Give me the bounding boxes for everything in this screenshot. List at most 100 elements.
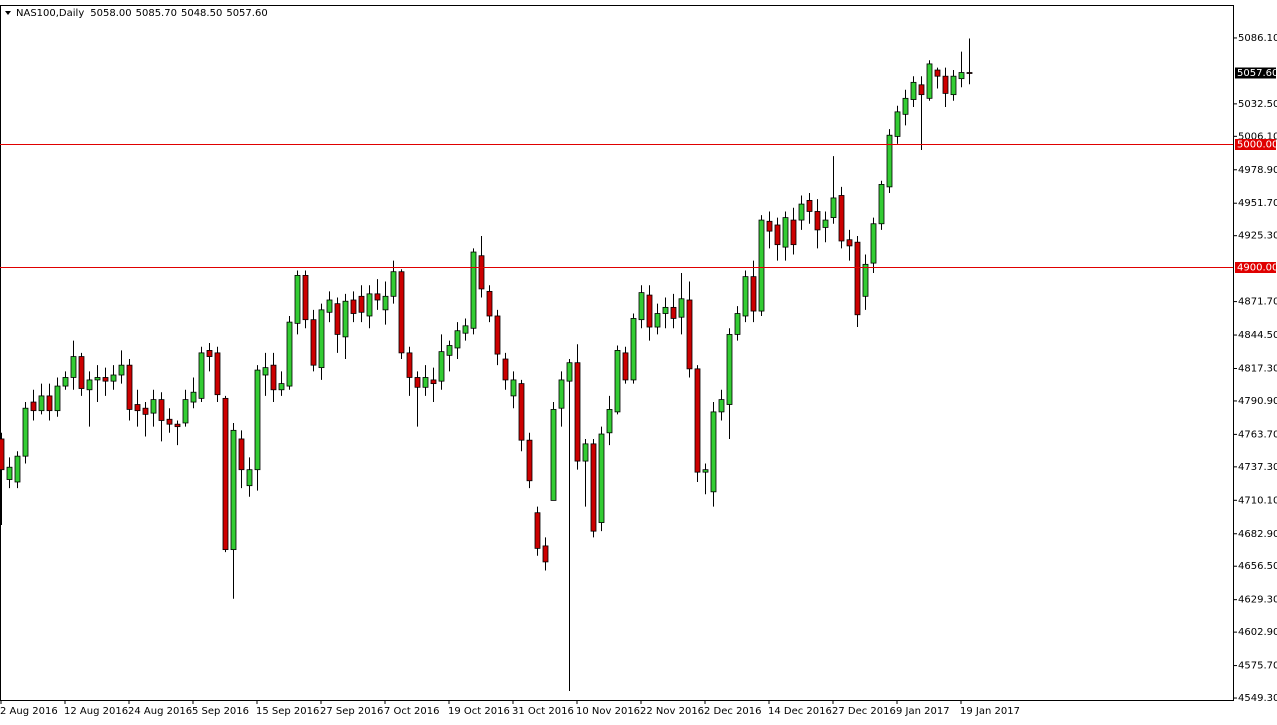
candle-body [838,195,845,242]
y-tick-label: 4763.70 [1238,429,1277,440]
candle-body [278,383,285,391]
quote: 5057.60 [226,8,267,19]
candle-body [46,395,53,412]
candle-body [542,545,549,563]
candle-body [710,411,717,493]
candle-body [942,75,949,94]
level-tag-label: 4900.00 [1237,263,1277,274]
candle-body [150,399,157,414]
candle-body [782,217,789,248]
x-tick-label: 19 Oct 2016 [448,706,510,717]
y-tick-label: 4978.90 [1238,165,1277,176]
candle-body [486,290,493,317]
candle-body [494,315,501,355]
candle-body [270,364,277,391]
candle-body [454,330,461,349]
candle-body [798,203,805,221]
candle-body [246,469,253,487]
candle-body [334,303,341,335]
x-tick-label: 14 Dec 2016 [768,706,832,717]
candle-body [118,364,125,376]
candle-body [958,72,965,80]
candle-body [222,397,229,551]
x-tick-label: 5 Sep 2016 [192,706,249,717]
candle-body [406,352,413,378]
x-tick-label: 9 Jan 2017 [896,706,950,717]
candle-body [318,309,325,369]
candle-body [502,358,509,381]
candle-body [438,351,445,382]
candle-body [662,306,669,314]
candle-body [598,433,605,523]
candle-body [622,352,629,381]
symbol-title: NAS100,Daily [16,8,84,19]
candle-body [182,399,189,424]
candle-body [886,134,893,188]
y-tick-label: 4549.30 [1238,693,1277,704]
candle-body [78,356,85,389]
candle-body [822,219,829,228]
candle-body [350,299,357,314]
candle-body [302,275,309,321]
candle-body [446,345,453,356]
candle-body [14,455,21,483]
y-tick-label: 4925.30 [1238,231,1277,242]
candle-body [470,251,477,329]
level-tag [1235,139,1276,150]
candle-body [574,362,581,462]
candle-body [614,350,621,413]
quote: 5058.00 [90,8,131,19]
y-tick-label: 4790.90 [1238,396,1277,407]
candle-body [918,84,925,96]
candle-body [830,197,837,219]
candle-body [430,379,437,385]
candle-body [718,399,725,413]
candle-body [630,318,637,381]
x-tick-label: 22 Nov 2016 [640,706,704,717]
x-tick-label: 24 Aug 2016 [128,706,192,717]
candle-body [894,111,901,137]
candle-body [774,224,781,246]
candle-body [294,275,301,324]
x-tick-label: 27 Sep 2016 [320,706,383,717]
candle-body [206,350,213,357]
candle-body [238,438,245,471]
candle-body [390,271,397,297]
candle-body [966,72,973,74]
candle-body [54,385,61,412]
candle-body [750,276,757,312]
candle-body [846,239,853,247]
candle-body [702,469,709,473]
y-tick-label: 4575.70 [1238,661,1277,672]
candle-body [94,377,101,381]
candle-body [862,263,869,297]
header: NAS100,Daily 5058.00 5085.70 5048.50 5057.60 [16,8,268,19]
candle-body [518,383,525,441]
price-tag-label: 5057.60 [1237,68,1277,79]
candle-body [582,443,589,462]
candle-body [766,220,773,232]
candle-body [38,395,45,412]
candle-body [878,184,885,225]
candle-body [102,377,109,382]
y-tick-label: 5006.10 [1238,131,1277,142]
x-tick-label: 15 Sep 2016 [256,706,319,717]
y-tick-label: 4817.30 [1238,363,1277,374]
candle-body [358,295,365,313]
quote: 5085.70 [136,8,177,19]
candle-body [0,438,5,471]
candle-body [158,399,165,421]
candle-body [134,404,141,412]
candle-body [742,276,749,317]
candle-body [326,299,333,313]
candle-body [534,512,541,549]
x-tick-label: 10 Nov 2016 [576,706,640,717]
quote: 5048.50 [181,8,222,19]
candle-body [646,294,653,328]
candle-body [670,306,677,319]
candle-body [910,81,917,100]
y-tick-label: 4710.10 [1238,495,1277,506]
level-tag [1235,262,1276,273]
x-tick-label: 2 Aug 2016 [0,706,58,717]
